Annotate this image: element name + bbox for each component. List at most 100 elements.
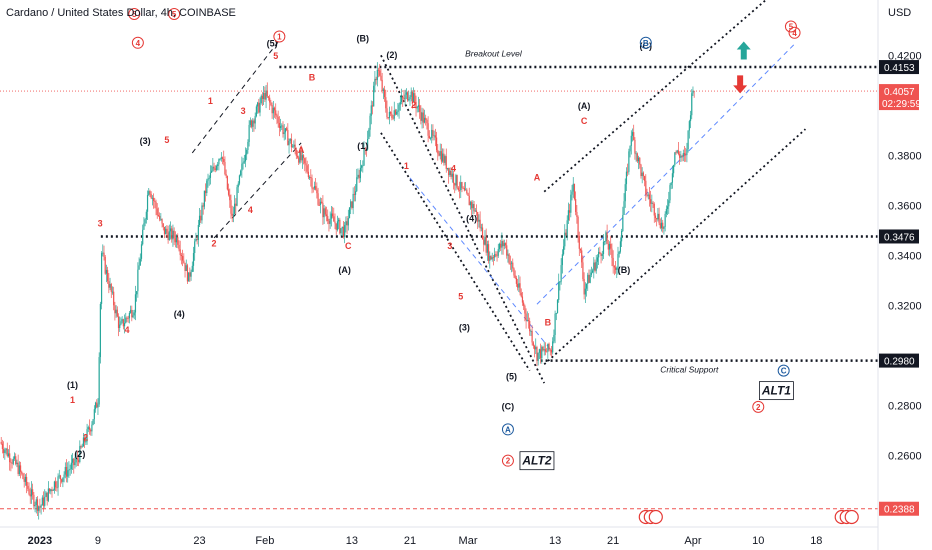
candle-body <box>529 320 531 332</box>
candle-body <box>196 238 198 240</box>
candle-body <box>489 255 491 261</box>
candle-body <box>422 112 424 123</box>
candle-body <box>86 429 88 442</box>
candle-body <box>35 499 37 506</box>
candle-body <box>660 222 663 229</box>
candle-body <box>413 93 415 102</box>
candle-body <box>134 294 137 313</box>
wave-circle-marker <box>501 423 514 436</box>
candle-body <box>533 345 536 350</box>
candle-body <box>55 481 57 488</box>
candle-body <box>593 262 595 271</box>
candle-body <box>674 152 676 166</box>
candle-body <box>577 216 579 236</box>
wave-label: 5 <box>458 291 463 301</box>
candle-body <box>682 153 684 157</box>
candle-body <box>446 167 449 169</box>
candle-body <box>425 117 427 120</box>
price-tag-bg <box>879 501 919 516</box>
candle-body <box>272 107 274 114</box>
candle-body <box>440 151 443 162</box>
candle-body <box>144 219 146 224</box>
candle-body <box>278 122 280 128</box>
candle-body <box>270 102 272 105</box>
candle-body <box>562 246 565 255</box>
candle-body <box>211 170 213 173</box>
candle-body <box>550 349 553 353</box>
candle-body <box>24 476 26 482</box>
candle-body <box>494 254 496 258</box>
candle-body <box>345 221 347 226</box>
candle-body <box>195 238 197 242</box>
candle-body <box>675 152 677 154</box>
wave-circle-marker <box>128 8 141 21</box>
candle-body <box>633 132 635 140</box>
candle-body <box>536 347 538 361</box>
candle-body <box>56 487 58 489</box>
wave-label: 2 <box>212 239 217 249</box>
candle-body <box>300 151 302 161</box>
candle-body <box>641 172 643 177</box>
candle-body <box>202 205 204 207</box>
wave-label: 3 <box>98 219 103 229</box>
flag-icon[interactable] <box>844 509 859 525</box>
candle-body <box>342 226 345 237</box>
wave-circle-marker <box>777 364 790 377</box>
candle-body <box>444 156 446 163</box>
candle-body <box>41 497 43 506</box>
candle-body <box>668 200 670 207</box>
candle-body <box>680 155 682 158</box>
candle-body <box>555 313 557 314</box>
candle-body <box>30 489 33 497</box>
candle-body <box>442 153 444 162</box>
candle-body <box>541 346 543 359</box>
candle-body <box>462 187 464 189</box>
candle-body <box>434 135 436 138</box>
candle-body <box>438 153 440 156</box>
wave-label: 1 <box>70 395 75 405</box>
candle-body <box>46 492 48 501</box>
candle-body <box>693 90 695 92</box>
candle-body <box>556 299 559 314</box>
candle-body <box>414 93 416 102</box>
candle-body <box>373 85 375 107</box>
candle-body <box>161 219 163 224</box>
candle-body <box>514 275 516 278</box>
wave-label: 4 <box>451 164 456 174</box>
candle-body <box>174 238 176 243</box>
flag-icon[interactable] <box>648 509 663 525</box>
candle-body <box>171 228 173 240</box>
trend-line <box>536 43 795 305</box>
candle-body <box>566 220 568 236</box>
wave-circle-label: 4 <box>136 39 141 48</box>
wave-label: B <box>309 72 316 82</box>
candle-body <box>521 296 524 303</box>
candle-body <box>662 222 664 229</box>
chart-title: Cardano / United States Dollar, 4h, COIN… <box>6 7 236 19</box>
candle-body <box>492 257 495 259</box>
candle-body <box>103 252 105 257</box>
candle-body <box>90 429 92 432</box>
price-tag-bg <box>879 353 919 368</box>
candle-body <box>645 180 647 195</box>
price-tick-label: 0.3200 <box>888 301 922 313</box>
candle-body <box>67 470 69 477</box>
candle-body <box>468 195 470 206</box>
candle-body <box>427 123 429 136</box>
candle-body <box>316 189 318 194</box>
candle-body <box>17 462 19 474</box>
wave-circle-label: 5 <box>789 23 794 32</box>
candle-body <box>123 323 126 327</box>
candle-body <box>612 257 614 267</box>
candle-body <box>640 164 642 177</box>
candle-body <box>553 334 555 342</box>
candle-body <box>277 116 279 123</box>
candle-body <box>410 91 412 97</box>
candle-body <box>642 172 644 177</box>
candle-body <box>292 146 294 148</box>
candle-body <box>133 312 135 316</box>
candle-body <box>398 104 400 111</box>
